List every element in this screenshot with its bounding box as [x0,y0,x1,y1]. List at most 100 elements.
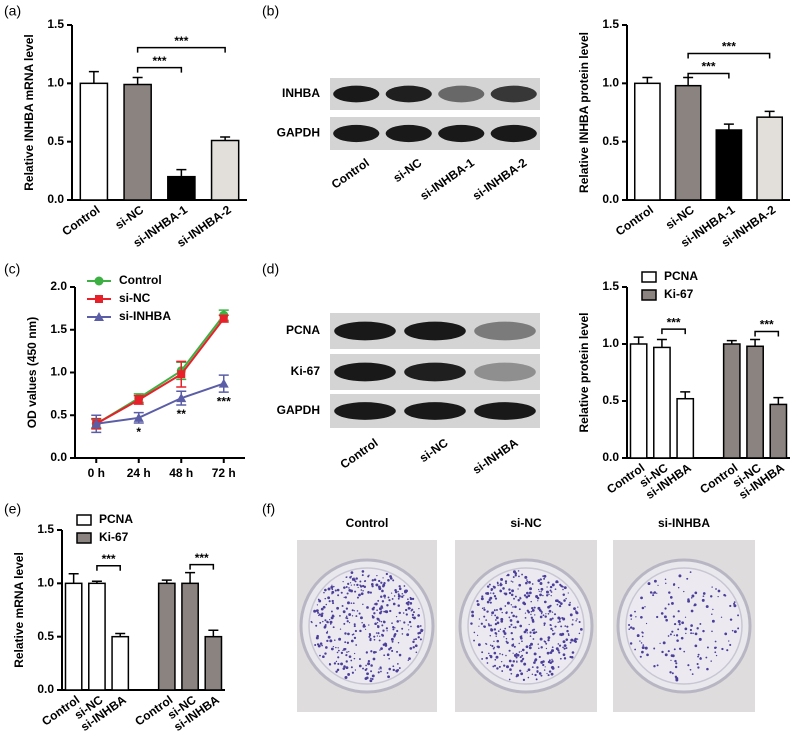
bar [181,582,199,691]
colony [494,619,497,621]
colony [544,615,547,618]
colony [396,650,399,653]
bar [633,82,661,201]
colony [629,614,633,617]
colony [371,607,375,611]
colony [653,591,657,594]
x-tick-label: si-NC [663,202,697,232]
colony [488,583,491,586]
colony [358,593,361,597]
colony [525,595,529,599]
colony [351,609,354,612]
colony [337,662,340,666]
colony [667,650,670,653]
colony [378,579,381,583]
colony [364,628,367,630]
colony [412,646,415,649]
colony [397,604,400,607]
significance-bracket [136,46,226,53]
colony [481,657,484,660]
colony [500,617,504,621]
bar [746,345,764,459]
colony [319,654,321,657]
colony [385,627,388,630]
colony [543,622,546,625]
legend-swatch [641,289,657,301]
colony [351,671,355,674]
colony [640,615,643,619]
colony [664,578,667,580]
y-tick-label: 1.5 [602,17,619,31]
bar [111,635,130,691]
colony [353,657,356,660]
colony [579,627,583,631]
colony [360,616,363,620]
colony [570,638,574,642]
colony [378,668,380,670]
colony [508,625,511,628]
colony [576,638,579,640]
x-tick-label: Control [613,203,656,239]
colony [698,637,702,641]
colony [524,612,527,614]
colony [711,630,713,633]
colony [345,615,348,618]
colony [733,630,737,634]
colony [635,616,637,618]
colony [345,586,348,588]
legend-label: Control [119,273,162,287]
colony [653,579,657,583]
legend-swatch [641,271,657,283]
colony [486,662,489,664]
colony [367,662,371,666]
colony [403,585,406,587]
colony [510,664,514,667]
colony [506,641,509,645]
colony [471,614,475,618]
colony [377,625,380,629]
colony [486,585,490,588]
colony [687,664,690,667]
colony [540,612,543,615]
colony [316,643,320,646]
colony [322,605,326,609]
colony [522,678,526,682]
colony [377,618,380,621]
colony [521,640,523,643]
colony [493,628,497,631]
colony [338,649,340,652]
colony [333,662,337,665]
colony [683,650,686,653]
error-bar [68,572,79,584]
y-tick-label: 0.0 [37,682,54,696]
colony [562,646,564,649]
colony [348,613,352,616]
colony [391,640,394,643]
colony [369,679,373,683]
colony [694,644,698,648]
colony [692,632,694,635]
colony [724,594,727,597]
colony [407,600,410,604]
colony [483,608,486,611]
colony [366,672,369,676]
colony [368,635,371,638]
colony [504,580,508,583]
colony [407,624,409,626]
colony [690,624,693,627]
colony [674,659,677,663]
colony [551,611,554,613]
colony [386,653,390,657]
colony [539,637,543,641]
colony [320,614,322,616]
panel-letter: (f) [262,501,275,517]
colony [520,650,522,653]
colony [488,599,491,602]
legend-marker [94,312,104,321]
colony [525,581,528,585]
colony [310,620,313,623]
plate-inner [467,567,585,685]
colony [530,616,533,619]
colony [531,620,535,623]
